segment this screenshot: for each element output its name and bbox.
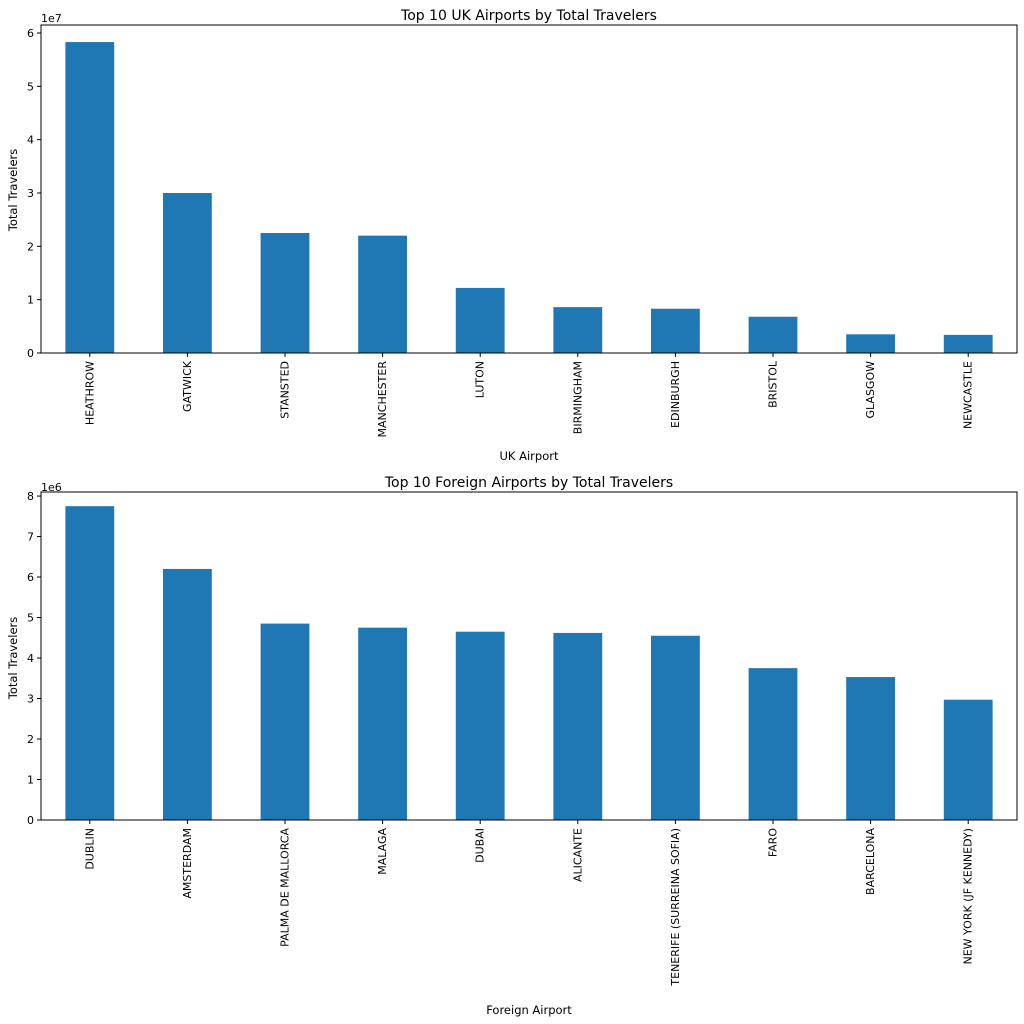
uk-bar-7 <box>748 316 798 353</box>
foreign-bar-2 <box>260 623 310 820</box>
foreign-bar-6 <box>651 635 700 820</box>
uk-ytick-label-5: 5 <box>27 80 34 93</box>
uk-y-multiplier: 1e7 <box>41 12 62 25</box>
uk-bar-4 <box>455 287 505 353</box>
uk-bar-6 <box>651 308 700 353</box>
uk-bar-8 <box>846 334 895 353</box>
foreign-bar-4 <box>455 631 505 820</box>
uk-bar-0 <box>65 42 115 353</box>
foreign-ytick-label-4: 4 <box>27 652 34 665</box>
foreign-bar-8 <box>846 677 895 820</box>
uk-plot-frame <box>40 24 1018 354</box>
foreign-ytick-label-5: 5 <box>27 612 34 625</box>
uk-ytick-label-0: 0 <box>27 347 34 360</box>
uk-xtick-label-6: EDINBURGH <box>669 361 682 428</box>
uk-ytick-label-1: 1 <box>27 294 34 307</box>
uk-bar-5 <box>553 307 603 353</box>
uk-xtick-label-7: BRISTOL <box>767 360 780 408</box>
foreign-xtick-label-5: ALICANTE <box>571 828 584 882</box>
uk-bar-2 <box>260 233 310 353</box>
foreign-ytick-label-6: 6 <box>27 571 34 584</box>
foreign-xtick-label-3: MALAGA <box>376 828 389 875</box>
foreign-xtick-label-2: PALMA DE MALLORCA <box>279 828 292 947</box>
uk-ytick-label-2: 2 <box>27 240 34 253</box>
foreign-xtick-label-9: NEW YORK (JF KENNEDY) <box>962 828 975 965</box>
uk-x-axis-label: UK Airport <box>500 449 559 463</box>
foreign-y-axis-label: Total Travelers <box>6 617 20 701</box>
foreign-xtick-label-4: DUBAI <box>474 828 487 863</box>
uk-chart-title: Top 10 UK Airports by Total Travelers <box>400 8 657 24</box>
uk-bar-1 <box>163 193 212 353</box>
foreign-ytick-label-7: 7 <box>27 531 34 544</box>
foreign-xtick-label-6: TENERIFE (SURREINA SOFIA) <box>669 828 682 987</box>
foreign-ytick-label-1: 1 <box>27 774 34 787</box>
foreign-plot-frame <box>40 491 1018 821</box>
foreign-bar-3 <box>358 627 407 820</box>
uk-bar-3 <box>358 235 407 353</box>
foreign-ytick-label-2: 2 <box>27 733 34 746</box>
uk-y-axis-label: Total Travelers <box>6 149 20 233</box>
foreign-xtick-label-8: BARCELONA <box>864 828 877 895</box>
foreign-bar-1 <box>163 568 212 820</box>
foreign-airports-chart: Top 10 Foreign Airports by Total Travele… <box>6 475 1018 1017</box>
foreign-bar-5 <box>553 632 603 820</box>
foreign-xtick-label-0: DUBLIN <box>83 828 96 870</box>
foreign-ytick-label-8: 8 <box>27 490 34 503</box>
uk-ytick-label-6: 6 <box>27 27 34 40</box>
foreign-bar-9 <box>943 699 993 820</box>
uk-xtick-label-0: HEATHROW <box>83 361 96 425</box>
foreign-xtick-label-1: AMSTERDAM <box>181 828 194 899</box>
uk-xtick-label-4: LUTON <box>474 361 487 398</box>
foreign-xtick-label-7: FARO <box>767 828 780 857</box>
foreign-x-axis-label: Foreign Airport <box>486 1003 572 1017</box>
uk-ytick-label-4: 4 <box>27 134 34 147</box>
uk-xtick-label-5: BIRMINGHAM <box>571 361 584 434</box>
uk-bar-9 <box>943 334 993 353</box>
uk-xtick-label-8: GLASGOW <box>864 361 877 419</box>
uk-xtick-label-9: NEWCASTLE <box>962 361 975 429</box>
uk-xtick-label-3: MANCHESTER <box>376 361 389 438</box>
uk-airports-chart: Top 10 UK Airports by Total Travelers 1e… <box>6 8 1018 463</box>
foreign-bar-0 <box>65 506 115 820</box>
uk-ytick-label-3: 3 <box>27 187 34 200</box>
foreign-ytick-label-3: 3 <box>27 693 34 706</box>
foreign-ytick-label-0: 0 <box>27 814 34 827</box>
foreign-bar-7 <box>748 668 798 820</box>
foreign-chart-title: Top 10 Foreign Airports by Total Travele… <box>384 475 673 491</box>
uk-xtick-label-1: GATWICK <box>181 360 194 412</box>
foreign-y-multiplier: 1e6 <box>41 481 62 494</box>
uk-xtick-label-2: STANSTED <box>279 361 292 419</box>
